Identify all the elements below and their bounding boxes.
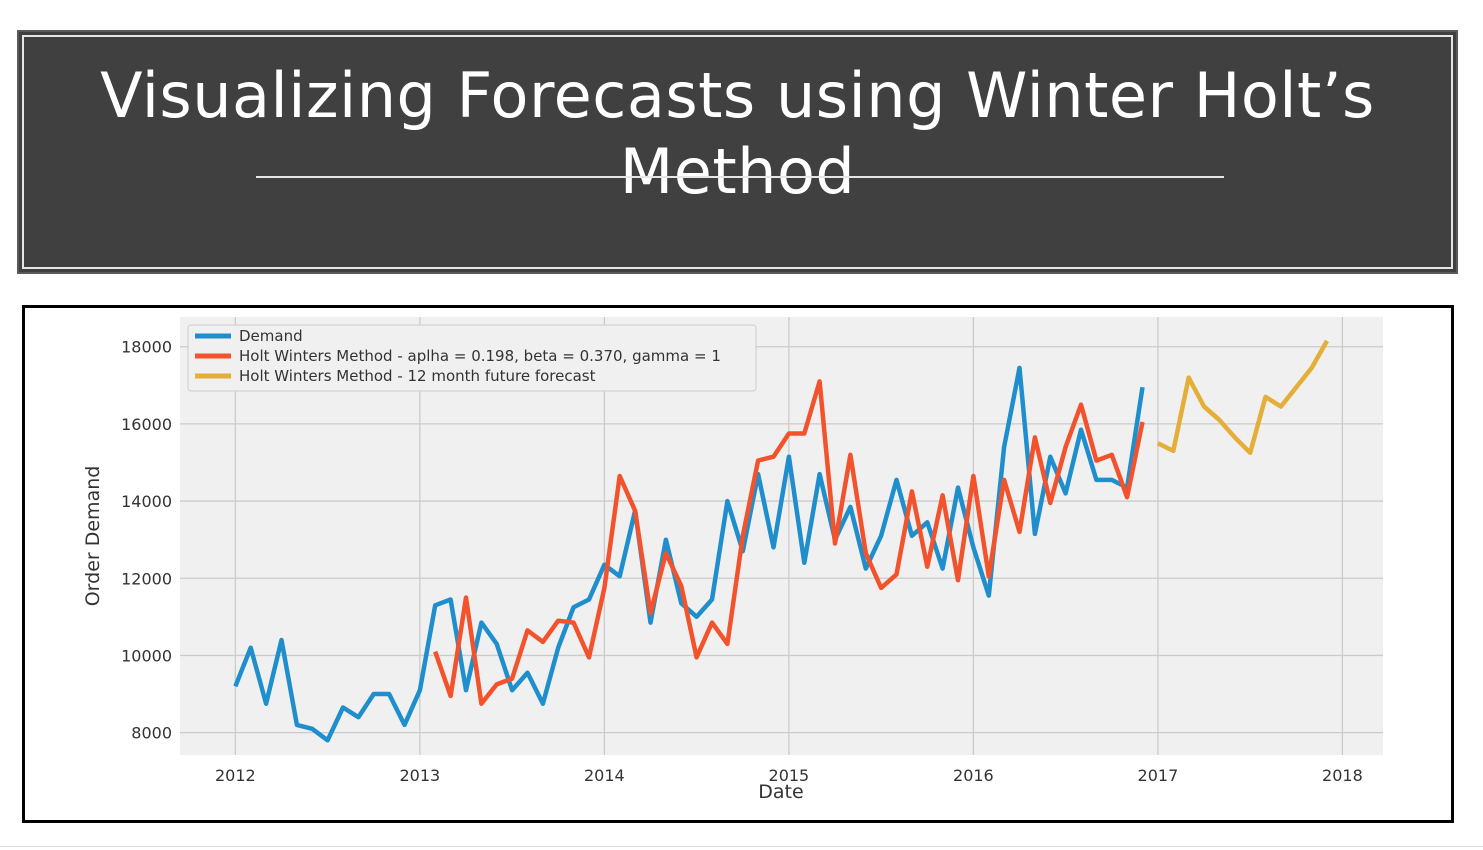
x-tick-label: 2018 — [1322, 766, 1363, 785]
y-axis-label: Order Demand — [82, 466, 104, 607]
legend: Demand Holt Winters Method - aplha = 0.1… — [187, 324, 757, 392]
legend-label-holt-winters: Holt Winters Method - aplha = 0.198, bet… — [239, 347, 721, 365]
x-tick-label: 2017 — [1138, 766, 1179, 785]
y-tick-label: 12000 — [121, 569, 172, 588]
x-tick-label: 2016 — [953, 766, 994, 785]
legend-entry-holt-winters: Holt Winters Method - aplha = 0.198, bet… — [195, 347, 721, 365]
forecast-chart: 2012 2013 2014 2015 2016 2017 2018 8000 10000 120… — [82, 317, 1383, 803]
legend-label-future-forecast: Holt Winters Method - 12 month future fo… — [239, 367, 596, 385]
x-tick-label: 2013 — [400, 766, 441, 785]
slide-bottom-rule — [0, 846, 1483, 847]
y-tick-label: 18000 — [121, 338, 172, 357]
legend-entry-demand: Demand — [195, 327, 303, 345]
y-tick-label: 16000 — [121, 415, 172, 434]
x-tick-label: 2014 — [584, 766, 625, 785]
series-lines — [233, 339, 1329, 743]
y-tick-label: 14000 — [121, 492, 172, 511]
legend-label-demand: Demand — [239, 327, 303, 345]
y-tick-label: 10000 — [121, 646, 172, 665]
tick-labels: 2012 2013 2014 2015 2016 2017 2018 8000 10000 120… — [121, 338, 1363, 785]
chart-frame: 2012 2013 2014 2015 2016 2017 2018 8000 10000 120… — [22, 305, 1454, 823]
title-banner: Visualizing Forecasts using Winter Holt’… — [17, 30, 1458, 274]
series-line-holt-winters — [433, 379, 1145, 706]
title-underline — [256, 176, 1224, 178]
slide-title: Visualizing Forecasts using Winter Holt’… — [100, 59, 1375, 208]
legend-box — [187, 324, 757, 392]
series-line-future-forecast — [1156, 339, 1329, 456]
x-axis-label: Date — [758, 781, 803, 803]
x-tick-label: 2015 — [769, 766, 810, 785]
y-tick-label: 8000 — [131, 724, 172, 743]
x-tick-label: 2012 — [215, 766, 256, 785]
legend-entry-future-forecast: Holt Winters Method - 12 month future fo… — [195, 367, 596, 385]
